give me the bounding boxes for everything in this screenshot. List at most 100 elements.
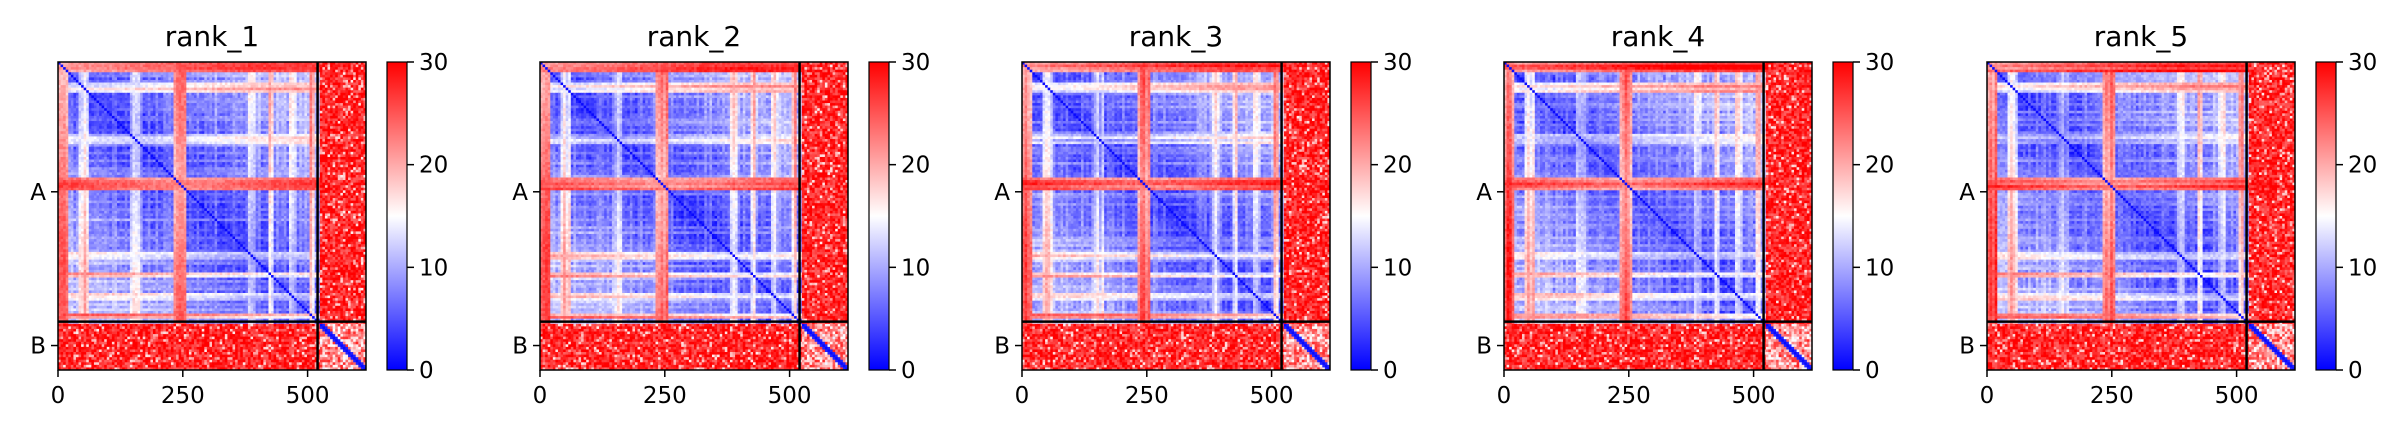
heatmap-cell — [179, 106, 182, 109]
heatmap-cell — [76, 70, 79, 73]
heatmap-cell — [307, 101, 310, 104]
heatmap-cell — [258, 116, 261, 119]
heatmap-cell — [86, 111, 89, 114]
heatmap-cell — [71, 116, 74, 119]
heatmap-cell — [68, 90, 71, 93]
heatmap-cell — [325, 113, 328, 116]
heatmap-cell — [166, 116, 169, 119]
heatmap-cell — [71, 98, 74, 101]
heatmap-cell — [84, 98, 87, 101]
heatmap-cell — [120, 72, 123, 75]
heatmap-cell — [353, 72, 356, 75]
heatmap-cell — [140, 93, 143, 96]
heatmap-cell — [345, 93, 348, 96]
heatmap-cell — [127, 83, 130, 86]
heatmap-cell — [61, 121, 64, 124]
heatmap-cell — [104, 108, 107, 111]
heatmap-cell — [132, 80, 135, 83]
heatmap-cell — [148, 116, 151, 119]
heatmap-cell — [145, 75, 148, 78]
heatmap-cell — [184, 72, 187, 75]
heatmap-cell — [127, 116, 130, 119]
heatmap-cell — [168, 106, 171, 109]
heatmap-cell — [348, 116, 351, 119]
heatmap-cell — [181, 93, 184, 96]
heatmap-cell — [132, 111, 135, 114]
heatmap-cell — [276, 77, 279, 80]
heatmap-cell — [328, 90, 331, 93]
heatmap-cell — [335, 83, 338, 86]
heatmap-cell — [168, 90, 171, 93]
heatmap-cell — [168, 98, 171, 101]
heatmap-cell — [197, 95, 200, 98]
heatmap-cell — [171, 103, 174, 106]
heatmap-cell — [230, 77, 233, 80]
heatmap-cell — [302, 67, 305, 70]
heatmap-cell — [138, 108, 141, 111]
heatmap-cell — [343, 95, 346, 98]
heatmap-cell — [235, 98, 238, 101]
heatmap-cell — [94, 121, 97, 124]
heatmap-cell — [227, 113, 230, 116]
heatmap-cell — [209, 118, 212, 121]
heatmap-cell — [122, 116, 125, 119]
heatmap-cell — [174, 103, 177, 106]
heatmap-cell — [158, 67, 161, 70]
heatmap-cell — [138, 98, 141, 101]
heatmap-cell — [76, 101, 79, 104]
heatmap-cell — [202, 101, 205, 104]
heatmap-cell — [338, 75, 341, 78]
heatmap-cell — [104, 93, 107, 96]
heatmap-cell — [328, 67, 331, 70]
heatmap-cell — [238, 103, 241, 106]
heatmap-cell — [112, 77, 115, 80]
heatmap-cell — [281, 106, 284, 109]
heatmap-cell — [176, 90, 179, 93]
heatmap-cell — [120, 98, 123, 101]
heatmap-cell — [63, 101, 66, 104]
heatmap-cell — [330, 116, 333, 119]
heatmap-cell — [63, 77, 66, 80]
heatmap-cell — [230, 83, 233, 86]
heatmap-cell — [179, 108, 182, 111]
heatmap-cell — [328, 103, 331, 106]
heatmap-cell — [222, 116, 225, 119]
heatmap-cell — [286, 118, 289, 121]
heatmap-cell — [328, 75, 331, 78]
heatmap-cell — [184, 95, 187, 98]
heatmap-cell — [79, 118, 82, 121]
heatmap-cell — [284, 108, 287, 111]
heatmap-cell — [94, 93, 97, 96]
heatmap-cell — [307, 111, 310, 114]
heatmap-cell — [81, 106, 84, 109]
heatmap-cell — [361, 103, 364, 106]
heatmap-cell — [102, 90, 105, 93]
heatmap-cell — [263, 65, 266, 68]
heatmap-cell — [276, 118, 279, 121]
heatmap-cell — [256, 101, 259, 104]
heatmap-cell — [220, 70, 223, 73]
heatmap-cell — [112, 113, 115, 116]
heatmap-cell — [361, 98, 364, 101]
heatmap-cell — [176, 118, 179, 121]
heatmap-cell — [263, 121, 266, 124]
heatmap-cell — [294, 118, 297, 121]
heatmap-cell — [140, 95, 143, 98]
heatmap-cell — [89, 101, 92, 104]
heatmap-cell — [238, 98, 241, 101]
heatmap-cell — [335, 90, 338, 93]
heatmap-cell — [191, 90, 194, 93]
heatmap-cell — [263, 90, 266, 93]
heatmap-cell — [176, 65, 179, 68]
heatmap-cell — [94, 101, 97, 104]
heatmap-cell — [120, 67, 123, 70]
heatmap-cell — [204, 98, 207, 101]
heatmap-cell — [176, 80, 179, 83]
heatmap-cell — [145, 101, 148, 104]
heatmap-cell — [76, 116, 79, 119]
heatmap-cell — [156, 67, 159, 70]
heatmap-cell — [340, 113, 343, 116]
heatmap-cell — [135, 101, 138, 104]
heatmap-cell — [156, 106, 159, 109]
heatmap-cell — [153, 95, 156, 98]
